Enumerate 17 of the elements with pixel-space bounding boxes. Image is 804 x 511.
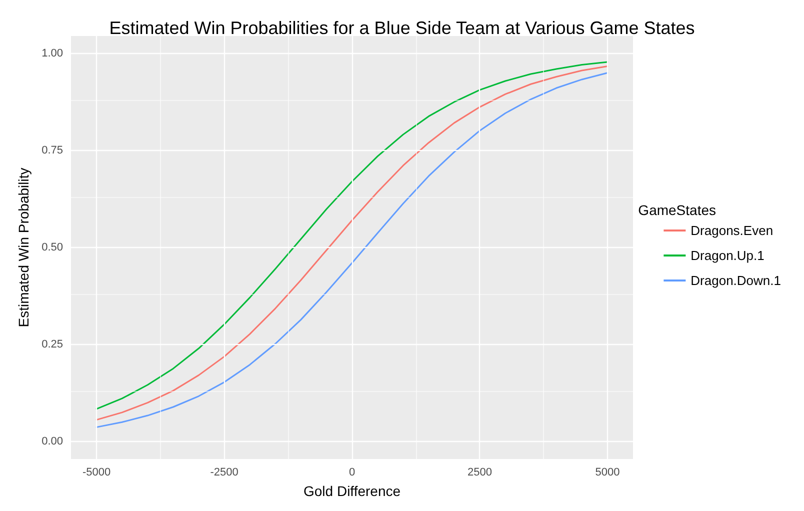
x-tick-label: -5000 (82, 466, 111, 478)
legend-label: Dragon.Up.1 (690, 248, 764, 263)
y-tick-label: 1.00 (42, 47, 63, 60)
chart-title: Estimated Win Probabilities for a Blue Side Team at Various Game States (109, 18, 695, 38)
y-tick-label: 0.75 (42, 144, 63, 156)
legend-label: Dragon.Down.1 (690, 273, 781, 288)
x-tick-label: 0 (348, 466, 356, 478)
legend-label: Dragons.Even (690, 223, 774, 238)
x-tick-label: 2500 (467, 466, 492, 478)
y-tick-label: 0.25 (42, 338, 63, 351)
x-tick-label: -2500 (210, 466, 238, 478)
y-tick-label: 0.00 (42, 436, 63, 448)
y-axis-title: Estimated Win Probability (16, 168, 32, 328)
x-axis-title: Gold Difference (303, 483, 401, 499)
y-tick-label: 0.50 (42, 242, 63, 254)
x-tick-label: 5000 (595, 466, 620, 478)
legend-title: GameStates (638, 202, 716, 218)
